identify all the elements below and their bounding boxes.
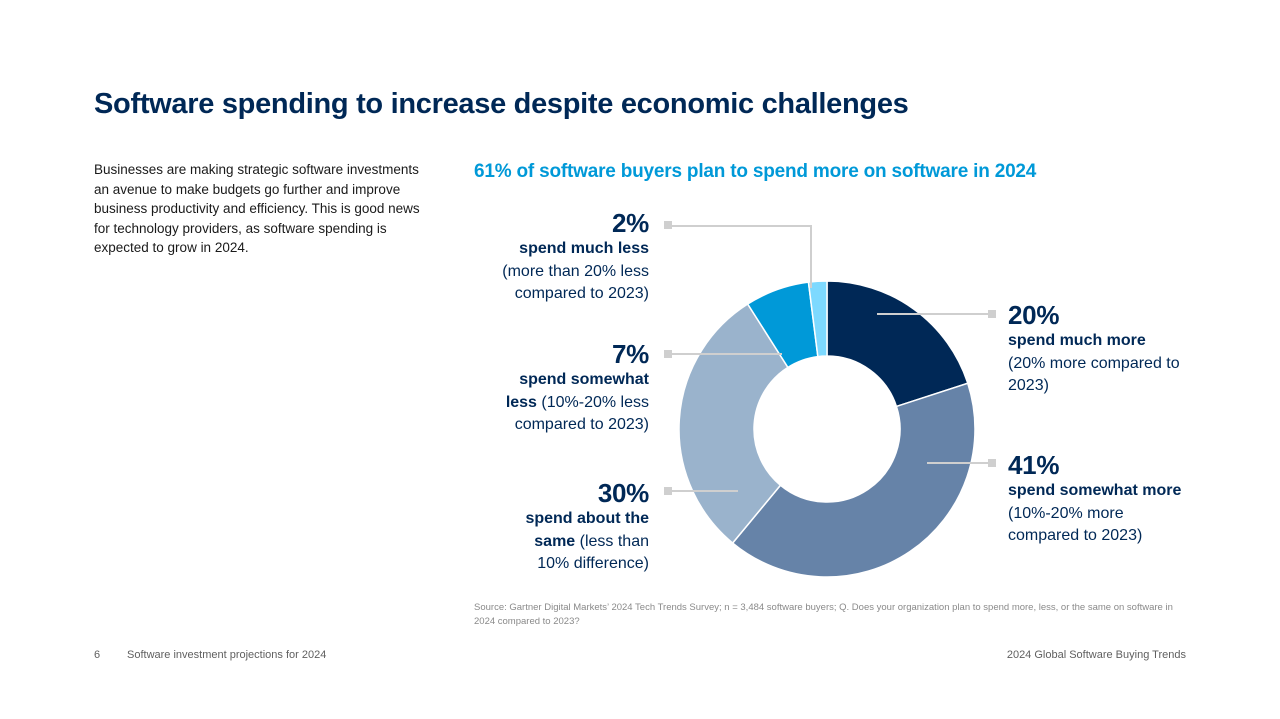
callout-detail: (less than 10% difference)	[537, 532, 649, 573]
callout-pct: 41%	[1008, 450, 1060, 480]
callout-label: spend much more	[1008, 332, 1146, 349]
callout-detail: (10%-20% less compared to 2023)	[514, 393, 649, 434]
callout-spend-somewhat-less: 7% spend somewhat less (10%-20% less com…	[489, 339, 649, 437]
callout-pct: 20%	[1008, 300, 1060, 330]
callout-label: spend about the same	[525, 510, 649, 550]
footer-section: Software investment projections for 2024	[127, 649, 327, 661]
callout-spend-about-same: 30% spend about the same (less than 10% …	[499, 478, 649, 576]
intro-paragraph: Businesses are making strategic software…	[94, 162, 420, 256]
donut-slice-somewhat-more	[731, 382, 976, 578]
callout-pct: 2%	[612, 208, 649, 238]
callout-label: spend much less	[519, 240, 649, 257]
leader-marker-much-less	[664, 221, 672, 229]
callout-detail: (20% more compared to 2023)	[1008, 354, 1180, 395]
leader-marker-about-same	[664, 487, 672, 495]
donut-slice-about-same	[678, 303, 789, 545]
donut-slice-much-more	[826, 280, 969, 408]
callout-label: spend somewhat less	[505, 371, 649, 411]
page-number: 6	[94, 649, 101, 661]
callout-spend-much-less: 2% spend much less (more than 20% less c…	[479, 208, 649, 306]
source-note: Source: Gartner Digital Markets’ 2024 Te…	[474, 602, 1173, 627]
callout-pct: 30%	[597, 478, 649, 508]
leader-marker-somewhat-less	[664, 350, 672, 358]
callout-spend-much-more: 20% spend much more (20% more compared t…	[1008, 300, 1188, 398]
leader-marker-much-more	[988, 310, 996, 318]
footer-left: 6 Software investment projections for 202…	[94, 649, 326, 661]
leader-marker-somewhat-more	[988, 459, 996, 467]
callout-pct: 7%	[612, 339, 649, 369]
callout-label: spend somewhat more	[1008, 482, 1182, 499]
callout-detail: (more than 20% less compared to 2023)	[502, 262, 649, 303]
callout-detail: (10%-20% more compared to 2023)	[1008, 504, 1143, 545]
page-title: Software spending to increase despite ec…	[94, 88, 909, 120]
donut-slice-much-less	[807, 280, 828, 358]
leader-line-much-less	[668, 225, 812, 288]
footer-report-title: 2024 Global Software Buying Trends	[1006, 649, 1186, 661]
callout-spend-somewhat-more: 41% spend somewhat more (10%-20% more co…	[1008, 450, 1188, 548]
chart-title: 61% of software buyers plan to spend mor…	[474, 161, 1037, 182]
